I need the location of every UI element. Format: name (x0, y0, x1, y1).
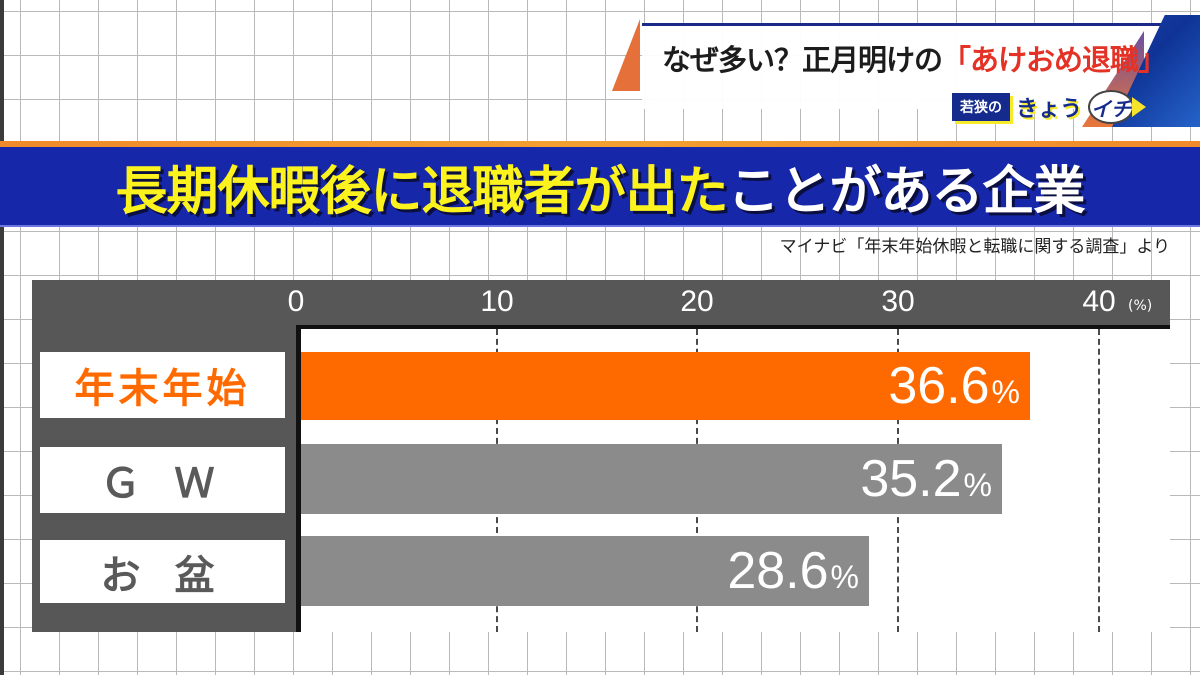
gridline-40 (1098, 329, 1100, 632)
x-tick-30: 30 (881, 285, 915, 318)
chart-title-yellow: 長期休暇後に退職者が出た (115, 161, 728, 222)
bar-value-number: 28.6 (727, 542, 829, 600)
logo-arrow-icon (1132, 97, 1147, 117)
x-tick-0: 0 (287, 285, 305, 318)
headline-highlight: 「あけおめ退職」 (942, 43, 1167, 77)
headline-prefix: なぜ多い？正月明けの (662, 43, 943, 77)
chart-title-white: ことがある企業 (727, 161, 1086, 222)
program-logo: 若狭の きょう イチ (952, 90, 1147, 124)
x-tick-20: 20 (680, 285, 714, 318)
source-note: マイナビ「年末年始休暇と転職に関する調査」より (779, 237, 1170, 257)
title-banner: 長期休暇後に退職者が出たことがある企業 (0, 147, 1200, 227)
bar-obon: 28.6% (301, 536, 869, 606)
bar-value: 36.6% (888, 356, 1020, 416)
bar-value: 28.6% (727, 541, 859, 601)
bar-value-percent: % (991, 374, 1020, 410)
x-tick-40: 40 (1082, 285, 1116, 318)
banner-orange-stripe (0, 141, 1200, 147)
bar-nenmatsu: 36.6% (301, 352, 1030, 420)
headline-accent-left (612, 19, 640, 91)
bar-value-percent: % (830, 559, 859, 595)
bar-value: 35.2% (860, 449, 992, 509)
left-frame-edge (0, 0, 4, 675)
headline-text: なぜ多い？正月明けの「あけおめ退職」 (662, 37, 1167, 79)
bar-value-number: 36.6 (888, 357, 990, 415)
category-label-obon: お 盆 (40, 540, 285, 603)
logo-ichi: イチ (1088, 90, 1135, 124)
bar-value-percent: % (963, 467, 992, 503)
category-label-gw: Ｇ Ｗ (40, 447, 285, 513)
x-axis-unit: (%) (1128, 298, 1153, 314)
bar-value-number: 35.2 (860, 450, 962, 508)
bar-gw: 35.2% (301, 444, 1002, 514)
category-label-nenmatsu: 年末年始 (40, 352, 285, 418)
chart-title: 長期休暇後に退職者が出たことがある企業 (115, 149, 1086, 224)
logo-kyou: きょう (1016, 97, 1083, 122)
logo-box: 若狭の (952, 93, 1010, 121)
x-tick-10: 10 (480, 285, 514, 318)
